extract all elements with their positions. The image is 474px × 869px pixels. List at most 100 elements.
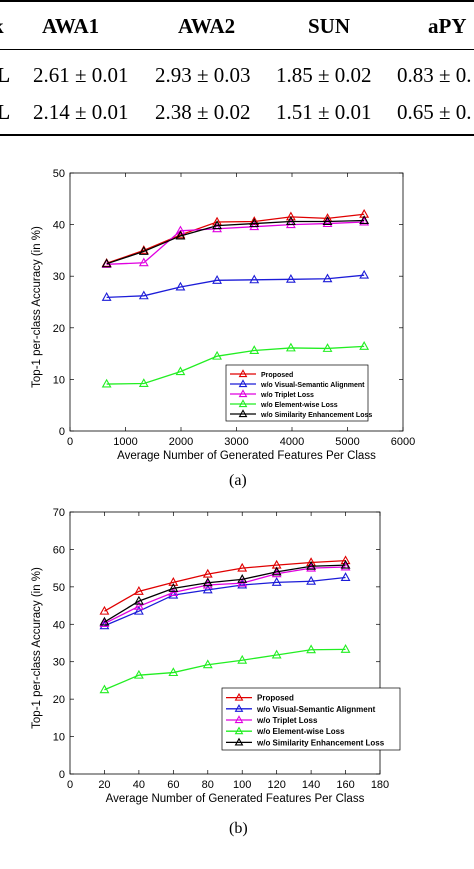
data-point (271, 577, 282, 586)
data-point (271, 568, 282, 578)
legend-label: w/o Similarity Enhancement Loss (260, 412, 372, 419)
data-point (340, 644, 351, 653)
data-point (212, 220, 223, 230)
series-line (106, 219, 365, 265)
data-point (138, 257, 149, 267)
y-tick-label: 0 (59, 769, 65, 781)
x-tick-label: 60 (167, 779, 179, 791)
data-point (340, 559, 351, 569)
y-tick-label: 50 (53, 582, 65, 594)
data-point (322, 343, 333, 352)
x-tick-label: 3000 (224, 436, 248, 448)
x-tick-label: 100 (233, 779, 251, 791)
legend-label: w/o Element-wise Loss (256, 727, 345, 736)
legend (221, 687, 401, 751)
data-point (237, 654, 248, 664)
data-point (133, 605, 144, 615)
series-line (106, 345, 365, 385)
x-tick-label: 140 (302, 779, 320, 791)
table-header-sun: SUN (308, 14, 351, 38)
series-line (104, 566, 346, 625)
table-header-col0: k (0, 14, 4, 39)
data-point (99, 616, 110, 626)
y-tick-label: 70 (53, 507, 65, 519)
data-point (306, 575, 317, 585)
series-line (104, 648, 346, 691)
table-bottom-rule (0, 134, 474, 136)
chart-b: 0 20 40 60 80 100 120 140 160 180 0 10 20 30 40 50 60 70 A… (31, 507, 401, 805)
series-line (104, 564, 346, 623)
data-point (237, 579, 248, 589)
data-point (249, 216, 260, 225)
legend-marker (234, 726, 244, 735)
table-cell: 2.38 ± 0.02 (155, 100, 251, 124)
legend-marker (238, 379, 248, 388)
legend-marker (238, 399, 248, 408)
x-tick-label: 4000 (280, 436, 304, 448)
data-point (306, 557, 317, 567)
series-line (106, 213, 365, 264)
x-tick-label: 120 (267, 779, 285, 791)
table-cell: 2.93 ± 0.03 (155, 63, 251, 87)
data-point (359, 341, 370, 350)
data-point (133, 600, 144, 610)
data-point (202, 568, 213, 578)
data-point (99, 618, 110, 628)
table-cell: 1.51 ± 0.01 (276, 100, 372, 124)
data-point (359, 215, 370, 224)
y-tick-label: 60 (53, 544, 65, 556)
table-cell: 2.61 ± 0.01 (33, 63, 129, 87)
legend-label: w/o Similarity Enhancement Loss (256, 738, 385, 747)
data-point (99, 605, 110, 615)
data-point (237, 574, 248, 583)
data-point (359, 269, 370, 279)
table-header-awa2: AWA2 (178, 14, 236, 38)
table-row-label: L (0, 63, 11, 87)
legend-marker (234, 692, 244, 701)
series-line (106, 274, 365, 299)
y-tick-label: 20 (53, 323, 65, 335)
data-point (133, 595, 144, 605)
x-tick-label: 160 (336, 779, 354, 791)
data-point (322, 216, 333, 225)
y-tick-label: 10 (53, 374, 65, 386)
legend-marker (238, 369, 248, 378)
data-point (212, 350, 223, 360)
y-tick-label: 30 (53, 657, 65, 669)
data-point (340, 572, 351, 581)
x-tick-label: 0 (67, 436, 73, 448)
legend-label: w/o Element-wise Loss (260, 402, 338, 409)
data-point (133, 669, 144, 679)
legend-marker (238, 409, 248, 418)
x-tick-label: 20 (98, 779, 110, 791)
data-point (202, 659, 213, 669)
x-tick-label: 40 (133, 779, 145, 791)
legend-label: w/o Visual-Semantic Alignment (260, 382, 365, 389)
legend-label: w/o Triplet Loss (260, 392, 314, 399)
data-point (202, 577, 213, 587)
data-point (168, 577, 179, 586)
data-point (101, 258, 112, 268)
data-point (101, 378, 112, 388)
data-point (359, 216, 370, 226)
data-point (306, 560, 317, 570)
x-tick-label: 1000 (113, 436, 137, 448)
table-cell: 2.14 ± 0.01 (33, 100, 129, 124)
series-line (104, 576, 346, 627)
data-point (271, 566, 282, 576)
legend-label: w/o Visual-Semantic Alignment (256, 705, 376, 714)
data-point (175, 230, 186, 240)
data-point (285, 273, 296, 283)
table-row-label: L (0, 100, 11, 124)
y-axis-label: Top-1 per-class Accuracy (in %) (31, 226, 43, 388)
x-axis-label: Average Number of Generated Features Per… (106, 793, 365, 805)
x-tick-label: 180 (371, 779, 389, 791)
caption-a: (a) (229, 472, 247, 489)
data-point (138, 290, 149, 300)
y-tick-label: 50 (53, 168, 65, 180)
table-cell: 0.65 ± 0. (397, 100, 472, 124)
series-line (106, 221, 365, 265)
data-point (175, 225, 186, 235)
legend-marker (238, 389, 248, 398)
legend-label: Proposed (261, 372, 293, 379)
